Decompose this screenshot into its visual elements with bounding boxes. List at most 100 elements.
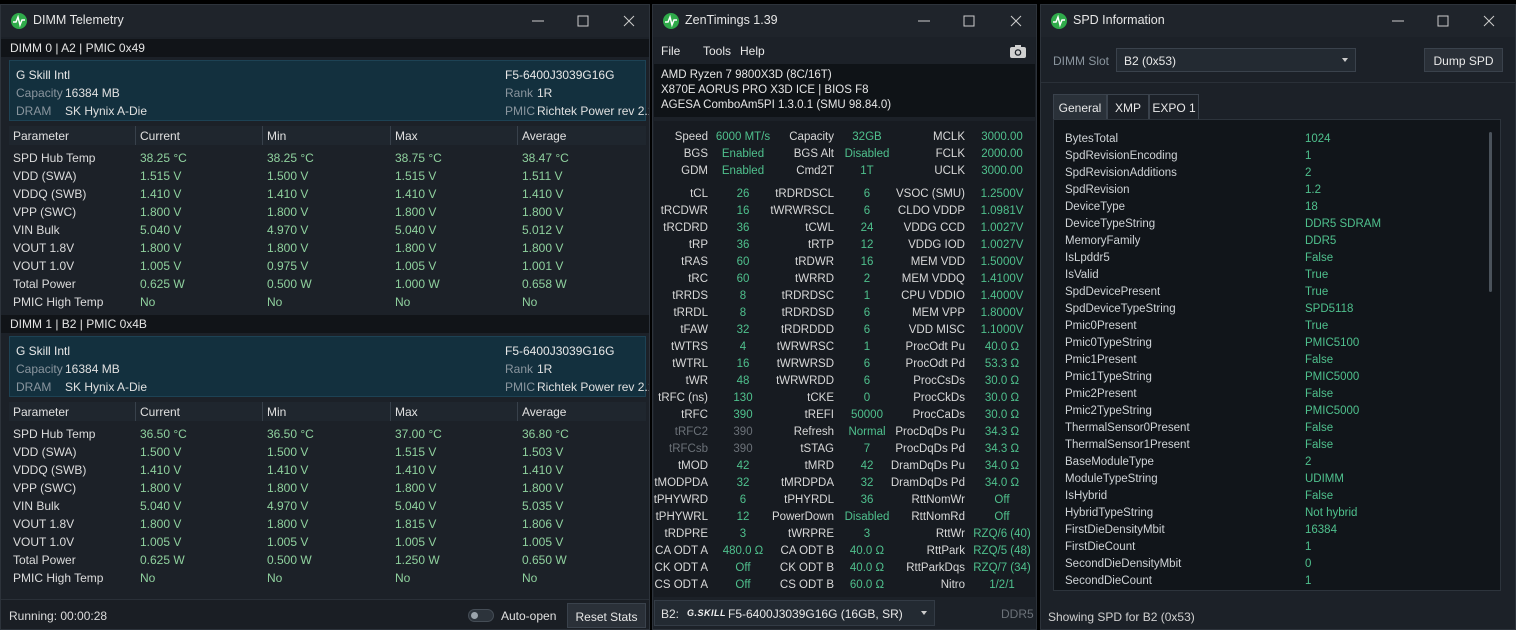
- slot-dropdown[interactable]: B2 (0x53): [1116, 48, 1356, 72]
- system-line: AGESA ComboAm5PI 1.3.0.1 (SMU 98.84.0): [661, 99, 892, 111]
- timing-label: tWRRD: [795, 273, 834, 285]
- timing-value: 32GB: [852, 131, 882, 143]
- timing-label: tSTAG: [800, 443, 834, 455]
- reset-stats-button[interactable]: Reset Stats: [567, 603, 646, 628]
- timing-label: CS ODT B: [779, 579, 834, 591]
- spd-key: Pmic0Present: [1065, 320, 1137, 332]
- menu-item[interactable]: File: [661, 44, 681, 58]
- spd-key: SpdRevisionEncoding: [1065, 150, 1178, 162]
- spd-value: DDR5: [1305, 235, 1337, 247]
- cell-value: 38.47 °C: [522, 151, 569, 165]
- column-header: Parameter: [13, 129, 70, 143]
- maximize-button[interactable]: [1435, 13, 1451, 29]
- cell-value: 1.503 V: [522, 445, 564, 459]
- parameter-name: VDDQ (SWB): [13, 463, 87, 477]
- cell-value: No: [395, 571, 411, 585]
- timing-value: 390: [733, 443, 753, 455]
- timing-label: tRFC2: [674, 426, 708, 438]
- minimize-button[interactable]: [916, 13, 932, 29]
- dimm-telemetry-window: DIMM Telemetry DIMM 0 | A2 | PMIC 0x49 G …: [0, 4, 650, 630]
- cell-value: 1.800 V: [267, 205, 309, 219]
- column-separator: [262, 126, 263, 145]
- spd-value: 16384: [1305, 524, 1337, 536]
- timing-label: Speed: [674, 131, 708, 143]
- spd-key: HybridTypeString: [1065, 507, 1154, 519]
- cell-value: 0.625 W: [140, 277, 185, 291]
- cell-value: 4.970 V: [267, 499, 309, 513]
- menu-item[interactable]: Tools: [703, 44, 732, 58]
- field-label: DRAM: [16, 104, 52, 118]
- scrollbar-thumb[interactable]: [1489, 132, 1492, 292]
- vendor: G Skill Intl: [16, 68, 71, 82]
- spd-value: False: [1305, 354, 1334, 366]
- tab[interactable]: XMP: [1107, 94, 1149, 119]
- timing-label: tRCDWR: [660, 205, 708, 217]
- maximize-button[interactable]: [961, 13, 977, 29]
- status-text: Showing SPD for B2 (0x53): [1048, 610, 1195, 624]
- timing-label: tPHYWRD: [653, 494, 708, 506]
- timing-label: tRCDRD: [663, 222, 708, 234]
- parameter-name: PMIC High Temp: [13, 295, 104, 309]
- spd-value: 18: [1305, 201, 1318, 213]
- minimize-button[interactable]: [1390, 13, 1406, 29]
- timing-label: VDDG IOD: [908, 239, 965, 251]
- timing-value: 32: [860, 477, 874, 489]
- timing-value: 1.8000V: [980, 307, 1024, 319]
- dimm-header: DIMM 0 | A2 | PMIC 0x49: [1, 39, 649, 57]
- spd-key: Pmic2Present: [1065, 388, 1137, 400]
- cell-value: 1.500 V: [267, 445, 309, 459]
- field-label: PMIC: [505, 380, 535, 394]
- cell-value: 1.005 V: [395, 535, 437, 549]
- cell-value: 1.005 V: [395, 259, 437, 273]
- timing-value: 0: [863, 392, 871, 404]
- timing-value: 2000.00: [981, 148, 1023, 160]
- dropdown-arrow: [921, 611, 927, 615]
- timing-value: 6: [863, 188, 871, 200]
- timing-label: tCKE: [807, 392, 834, 404]
- timings-panel: Speed 6000 MT/s Capacity 32GB MCLK 3000.00 BGS…: [654, 121, 1035, 597]
- timing-label: VSOC (SMU): [896, 188, 965, 200]
- tab[interactable]: EXPO 1: [1149, 94, 1199, 119]
- cell-value: 1.410 V: [140, 187, 182, 201]
- timing-value: 1/2/1: [989, 579, 1015, 591]
- dimm-info-box: G Skill Intl F5-6400J3039G16G Capacity 1638…: [9, 60, 649, 121]
- spd-key: ThermalSensor1Present: [1065, 439, 1190, 451]
- screenshot-button[interactable]: [1009, 43, 1027, 59]
- close-button[interactable]: [1008, 13, 1024, 29]
- timing-label: tRDPRE: [664, 528, 708, 540]
- module-dropdown[interactable]: B2: G.SKILL F5-6400J3039G16G (16GB, SR): [654, 600, 935, 626]
- spd-key: SpdDeviceTypeString: [1065, 303, 1176, 315]
- cell-value: 1.800 V: [140, 205, 182, 219]
- timing-value: 390: [733, 409, 753, 421]
- column-separator: [262, 402, 263, 421]
- close-button[interactable]: [1481, 13, 1497, 29]
- timing-label: tRDRDSC: [781, 290, 834, 302]
- column-separator: [517, 402, 518, 421]
- cell-value: 1.800 V: [395, 481, 437, 495]
- cell-value: 0.625 W: [140, 553, 185, 567]
- timing-value: 1.0981V: [980, 205, 1024, 217]
- timing-label: ProcCkDs: [913, 392, 965, 404]
- tab-label: EXPO 1: [1152, 101, 1196, 115]
- spd-value: False: [1305, 252, 1334, 264]
- column-header: Average: [522, 129, 567, 143]
- timing-label: tWTRL: [672, 358, 708, 370]
- auto-open-toggle[interactable]: [468, 609, 494, 622]
- dimm-header-text: DIMM 0 | A2 | PMIC 0x49: [10, 41, 145, 55]
- close-button[interactable]: [621, 13, 637, 29]
- spd-value: Not hybrid: [1305, 507, 1358, 519]
- spd-key: ThermalSensor0Present: [1065, 422, 1190, 434]
- timing-label: CPU VDDIO: [901, 290, 965, 302]
- timing-label: tCWL: [805, 222, 834, 234]
- menu-item[interactable]: Help: [740, 44, 765, 58]
- cell-value: No: [395, 295, 411, 309]
- parameter-name: VDD (SWA): [13, 169, 77, 183]
- column-header: Average: [522, 405, 567, 419]
- maximize-button[interactable]: [575, 13, 591, 29]
- timing-value: 30.0 Ω: [984, 409, 1020, 421]
- tab[interactable]: General: [1053, 94, 1107, 119]
- timing-value: 34.0 Ω: [984, 477, 1020, 489]
- minimize-button[interactable]: [530, 13, 546, 29]
- dump-spd-button[interactable]: Dump SPD: [1424, 48, 1503, 72]
